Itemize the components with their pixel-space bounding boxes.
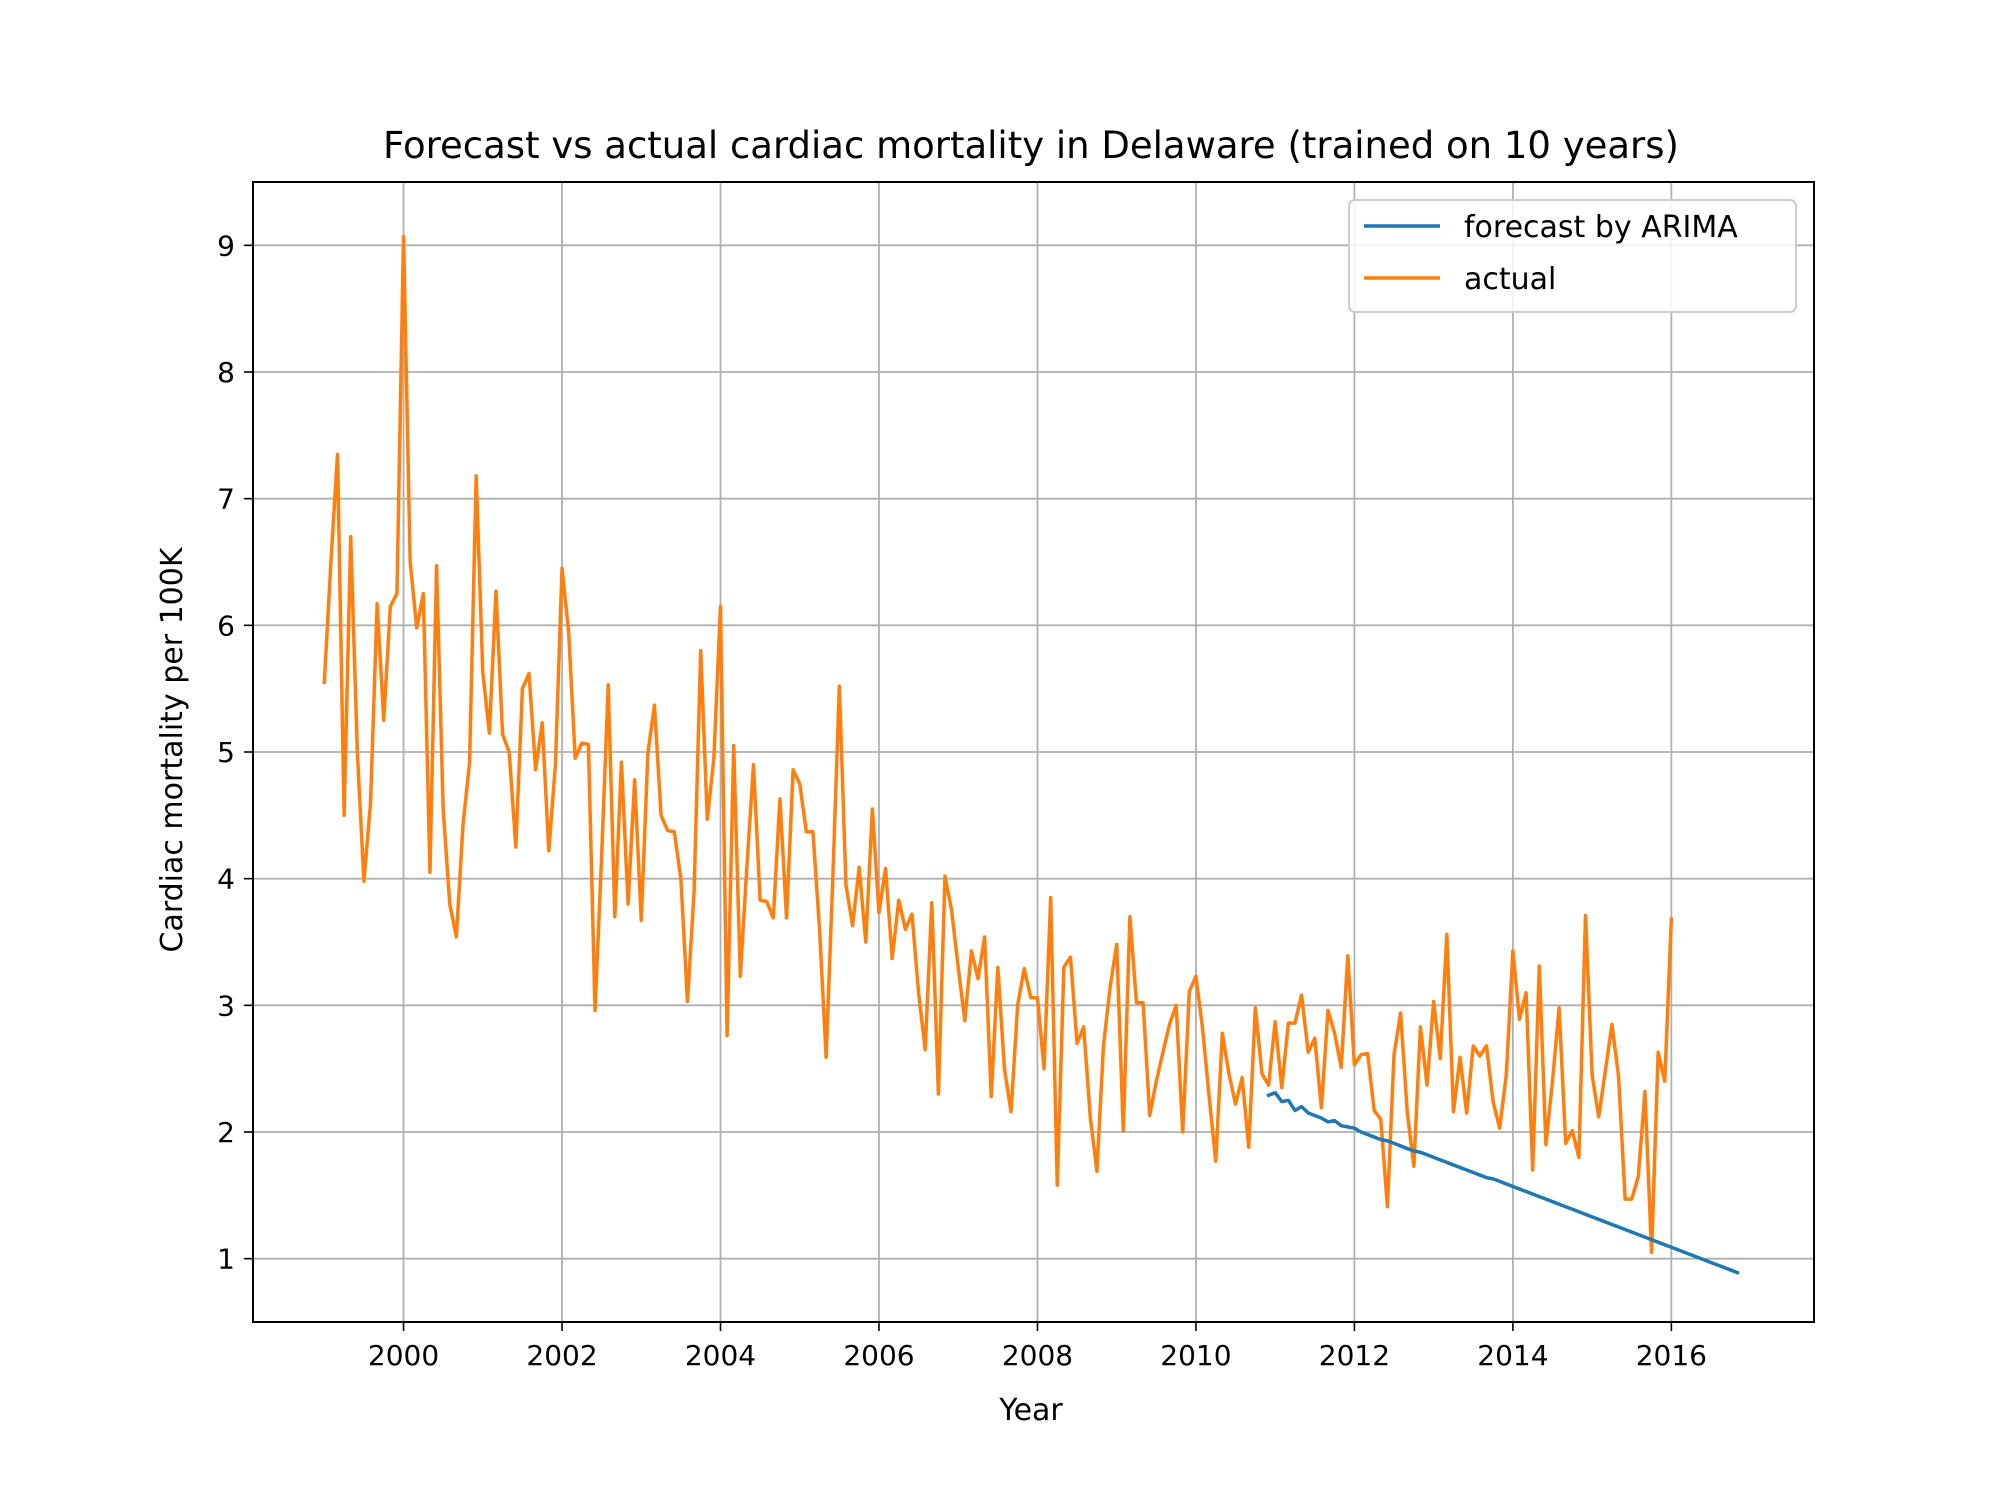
x-tick-label: 2014 — [1477, 1339, 1548, 1372]
legend-box — [1348, 199, 1797, 313]
x-tick-label: 2016 — [1636, 1339, 1707, 1372]
legend: forecast by ARIMA actual — [1348, 199, 1797, 313]
y-axis-title: Cardiac mortality per 100K — [155, 546, 190, 952]
y-tick-label: 3 — [217, 989, 235, 1022]
grid — [253, 182, 1814, 1322]
series-line-actual — [322, 234, 1674, 1255]
legend-label-forecast: forecast by ARIMA — [1464, 210, 1738, 245]
y-tick-label: 4 — [217, 863, 235, 896]
x-axis-title: Year — [998, 1393, 1063, 1428]
y-tick-label: 6 — [217, 609, 235, 642]
y-tick-label: 2 — [217, 1116, 235, 1149]
y-tick-label: 7 — [217, 483, 235, 516]
x-tick-label: 2002 — [526, 1339, 597, 1372]
axis-ticks: 2000 2002 2004 2006 2008 2010 2012 2014 2016 1 2 3 4… — [217, 229, 1707, 1372]
x-tick-label: 2000 — [368, 1339, 439, 1372]
x-tick-label: 2012 — [1319, 1339, 1390, 1372]
x-tick-label: 2010 — [1160, 1339, 1231, 1372]
series-lines — [322, 234, 1740, 1275]
y-tick-label: 1 — [217, 1243, 235, 1276]
y-tick-label: 8 — [217, 356, 235, 389]
x-tick-label: 2004 — [685, 1339, 756, 1372]
legend-label-actual: actual — [1464, 262, 1556, 297]
x-tick-label: 2006 — [843, 1339, 914, 1372]
x-tick-label: 2008 — [1002, 1339, 1073, 1372]
y-tick-label: 9 — [217, 229, 235, 262]
series-line-forecast — [1266, 1090, 1740, 1275]
y-tick-label: 5 — [217, 736, 235, 769]
chart-title: Forecast vs actual cardiac mortality in … — [383, 124, 1679, 167]
